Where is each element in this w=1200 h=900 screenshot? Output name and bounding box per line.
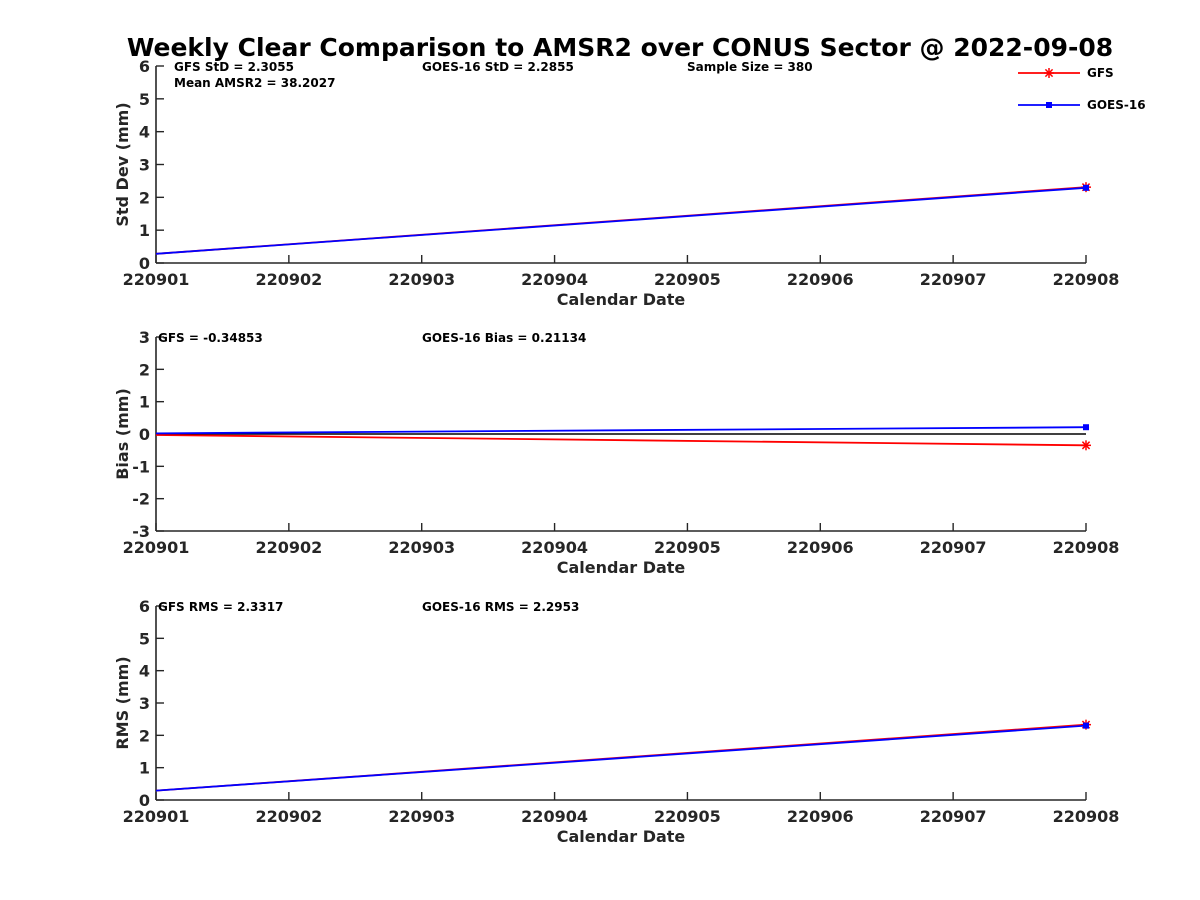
- y-tick-label: 1: [139, 393, 150, 412]
- stat-annotation: GOES-16 RMS = 2.2953: [422, 600, 579, 614]
- x-tick-label: 220901: [123, 270, 190, 289]
- y-tick-label: 4: [139, 662, 150, 681]
- y-tick-label: 2: [139, 188, 150, 207]
- x-tick-label: 220906: [787, 538, 854, 557]
- x-tick-label: 220905: [654, 538, 721, 557]
- data-point: [1081, 440, 1091, 451]
- marker-stroke: [1081, 441, 1091, 450]
- y-tick-label: 6: [139, 57, 150, 76]
- x-tick-label: 220904: [521, 807, 588, 826]
- y-tick-label: -3: [132, 522, 150, 541]
- x-tick-label: 220907: [920, 270, 987, 289]
- x-tick-label: 220902: [255, 270, 322, 289]
- y-tick-label: 5: [139, 629, 150, 648]
- x-tick-label: 220907: [920, 538, 987, 557]
- legend-entry-gfs: GFS: [1018, 66, 1114, 80]
- stat-annotation: GOES-16 StD = 2.2855: [422, 60, 574, 74]
- data-point: [1083, 722, 1089, 729]
- x-axis-label: Calendar Date: [557, 558, 686, 577]
- series-line: [155, 426, 1087, 435]
- data-point: [1083, 424, 1089, 431]
- legend-label: GOES-16: [1087, 98, 1146, 112]
- y-tick-label: 0: [139, 791, 150, 810]
- data-point: [1083, 184, 1089, 191]
- y-tick-label: 1: [139, 759, 150, 778]
- panel-1: 220901 220902 220903 220904 220905 220906 2209…: [113, 57, 1119, 309]
- x-tick-label: 220905: [654, 270, 721, 289]
- y-tick-label: 0: [139, 254, 150, 273]
- y-tick-label: 5: [139, 90, 150, 109]
- series-line: [155, 186, 1087, 255]
- x-tick-label: 220902: [255, 807, 322, 826]
- panel-3: 220901 220902 220903 220904 220905 220906 2209…: [113, 597, 1119, 846]
- x-tick-label: 220905: [654, 807, 721, 826]
- x-tick-label: 220904: [521, 270, 588, 289]
- x-tick-label: 220906: [787, 807, 854, 826]
- stat-annotation: Mean AMSR2 = 38.2027: [174, 76, 335, 90]
- x-tick-label: 220903: [388, 538, 455, 557]
- stat-annotation: GFS RMS = 2.3317: [158, 600, 283, 614]
- y-axis-label: RMS (mm): [113, 656, 132, 749]
- series-line: [155, 434, 1087, 447]
- x-tick-label: 220901: [123, 807, 190, 826]
- y-tick-label: 1: [139, 221, 150, 240]
- x-tick-label: 220901: [123, 538, 190, 557]
- marker-stroke: [1044, 68, 1054, 78]
- x-axis-label: Calendar Date: [557, 827, 686, 846]
- x-tick-label: 220902: [255, 538, 322, 557]
- chart-title: Weekly Clear Comparison to AMSR2 over CO…: [127, 33, 1113, 62]
- stat-annotation: GOES-16 Bias = 0.21134: [422, 331, 586, 345]
- stat-annotation: GFS = -0.34853: [158, 331, 263, 345]
- y-axis-label: Bias (mm): [113, 388, 132, 480]
- x-tick-label: 220906: [787, 270, 854, 289]
- panel-2: 220901 220902 220903 220904 220905 220906 2209…: [113, 328, 1119, 577]
- y-tick-label: 3: [139, 156, 150, 175]
- x-tick-label: 220904: [521, 538, 588, 557]
- series-goes-16: [155, 184, 1089, 255]
- x-tick-label: 220903: [388, 807, 455, 826]
- y-tick-label: 6: [139, 597, 150, 616]
- series-line: [155, 724, 1087, 792]
- legend-entry-goes-16: GOES-16: [1018, 98, 1146, 112]
- y-tick-label: 3: [139, 694, 150, 713]
- y-axis-label: Std Dev (mm): [113, 102, 132, 226]
- series-goes-16: [155, 424, 1089, 435]
- x-tick-label: 220908: [1053, 807, 1120, 826]
- y-tick-label: 2: [139, 360, 150, 379]
- y-tick-label: -1: [132, 457, 150, 476]
- x-axis-label: Calendar Date: [557, 290, 686, 309]
- x-tick-label: 220907: [920, 807, 987, 826]
- stat-annotation: GFS StD = 2.3055: [174, 60, 294, 74]
- series-gfs: [155, 434, 1091, 451]
- x-tick-label: 220908: [1053, 270, 1120, 289]
- y-tick-label: 4: [139, 123, 150, 142]
- panels: 220901 220902 220903 220904 220905 220906 2209…: [113, 57, 1119, 846]
- legend-marker: [1046, 102, 1052, 108]
- x-tick-label: 220903: [388, 270, 455, 289]
- legend-label: GFS: [1087, 66, 1114, 80]
- y-tick-label: 2: [139, 726, 150, 745]
- y-tick-label: 0: [139, 425, 150, 444]
- stat-annotation: Sample Size = 380: [687, 60, 813, 74]
- y-tick-label: -2: [132, 490, 150, 509]
- legend: GFS GOES-16: [1018, 66, 1146, 112]
- y-tick-label: 3: [139, 328, 150, 347]
- legend-marker: [1044, 68, 1054, 78]
- series-goes-16: [155, 722, 1089, 792]
- x-tick-label: 220908: [1053, 538, 1120, 557]
